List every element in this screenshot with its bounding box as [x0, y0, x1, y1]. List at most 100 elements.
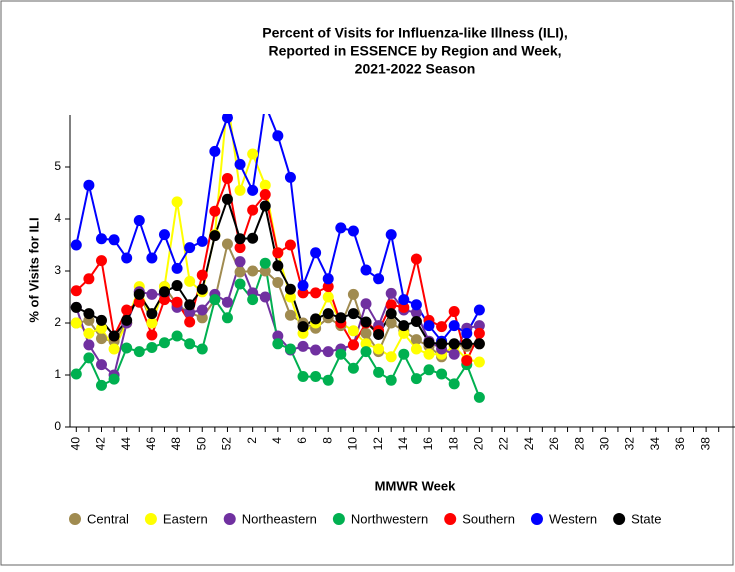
data-point: [284, 239, 296, 251]
data-point: [196, 343, 208, 355]
y-tick-label: 2: [54, 315, 61, 329]
x-tick-label: 4: [270, 437, 284, 444]
data-point: [70, 317, 82, 329]
x-tick-label: 26: [547, 437, 561, 451]
data-point: [259, 189, 271, 201]
x-tick-label: 28: [572, 437, 586, 451]
chart-title: Reported in ESSENCE by Region and Week,: [268, 43, 561, 59]
data-point: [448, 338, 460, 350]
data-point: [473, 338, 485, 350]
data-point: [284, 283, 296, 295]
data-point: [272, 130, 284, 142]
data-point: [297, 321, 309, 333]
data-point: [259, 200, 271, 212]
data-point: [221, 312, 233, 324]
data-point: [373, 273, 385, 285]
data-point: [158, 229, 170, 241]
legend-marker: [69, 513, 81, 525]
data-point: [196, 312, 208, 324]
data-point: [385, 317, 397, 329]
data-point: [95, 233, 107, 245]
data-point: [247, 148, 259, 160]
x-tick-label: 8: [320, 437, 334, 444]
data-point: [360, 338, 372, 350]
data-point: [347, 339, 359, 351]
data-point: [259, 257, 271, 269]
data-point: [259, 179, 271, 191]
data-point: [373, 366, 385, 378]
x-tick-label: 40: [68, 437, 82, 451]
data-point: [385, 229, 397, 241]
data-point: [272, 247, 284, 259]
data-point: [398, 348, 410, 360]
x-tick-label: 12: [371, 437, 385, 451]
data-point: [347, 325, 359, 337]
data-point: [284, 291, 296, 303]
y-tick-label: 1: [54, 367, 61, 381]
x-axis-label: MMWR Week: [375, 478, 456, 493]
data-point: [209, 230, 221, 242]
data-point: [209, 145, 221, 157]
data-point: [410, 334, 422, 346]
data-point: [234, 184, 246, 196]
data-point: [385, 374, 397, 386]
data-point: [297, 371, 309, 383]
data-point: [385, 351, 397, 363]
x-tick-label: 22: [497, 437, 511, 451]
data-point: [221, 172, 233, 184]
data-point: [108, 343, 120, 355]
data-point: [121, 304, 133, 316]
data-point: [410, 253, 422, 265]
x-tick-label: 36: [673, 437, 687, 451]
data-point: [184, 307, 196, 319]
legend-marker: [530, 513, 543, 525]
data-point: [234, 256, 246, 268]
x-tick-label: 10: [346, 437, 360, 451]
data-point: [247, 232, 259, 244]
data-point: [436, 368, 448, 380]
data-point: [196, 269, 208, 281]
data-point: [234, 158, 246, 170]
x-tick-label: 16: [421, 437, 435, 451]
data-point: [423, 337, 435, 349]
x-tick-label: 46: [144, 437, 158, 451]
data-point: [473, 391, 485, 403]
data-point: [196, 235, 208, 247]
data-point: [448, 378, 460, 390]
data-point: [247, 204, 259, 216]
data-point: [423, 348, 435, 360]
data-point: [70, 368, 82, 380]
x-tick-label: 48: [169, 437, 183, 451]
legend-label: Southern: [462, 511, 515, 526]
y-tick-label: 4: [54, 211, 61, 225]
data-point: [473, 356, 485, 368]
data-point: [398, 301, 410, 313]
data-point: [360, 327, 372, 339]
data-point: [360, 298, 372, 310]
data-point: [373, 343, 385, 355]
data-point: [310, 287, 322, 299]
data-point: [108, 330, 120, 342]
data-point: [310, 313, 322, 325]
data-point: [310, 247, 322, 259]
data-point: [436, 321, 448, 333]
x-tick-label: 32: [623, 437, 637, 451]
data-point: [146, 317, 158, 329]
y-tick-label: 5: [54, 159, 61, 173]
data-point: [108, 373, 120, 385]
data-point: [310, 371, 322, 383]
x-tick-label: 38: [698, 437, 712, 451]
data-point: [171, 330, 183, 342]
data-point: [335, 348, 347, 360]
data-point: [259, 265, 271, 277]
data-point: [171, 296, 183, 308]
data-point: [410, 299, 422, 311]
legend-label: Northwestern: [351, 511, 428, 526]
x-tick-label: 2: [245, 437, 259, 444]
data-point: [373, 328, 385, 340]
data-point: [385, 287, 397, 299]
x-tick-label: 18: [446, 437, 460, 451]
data-point: [95, 255, 107, 267]
data-point: [310, 344, 322, 356]
